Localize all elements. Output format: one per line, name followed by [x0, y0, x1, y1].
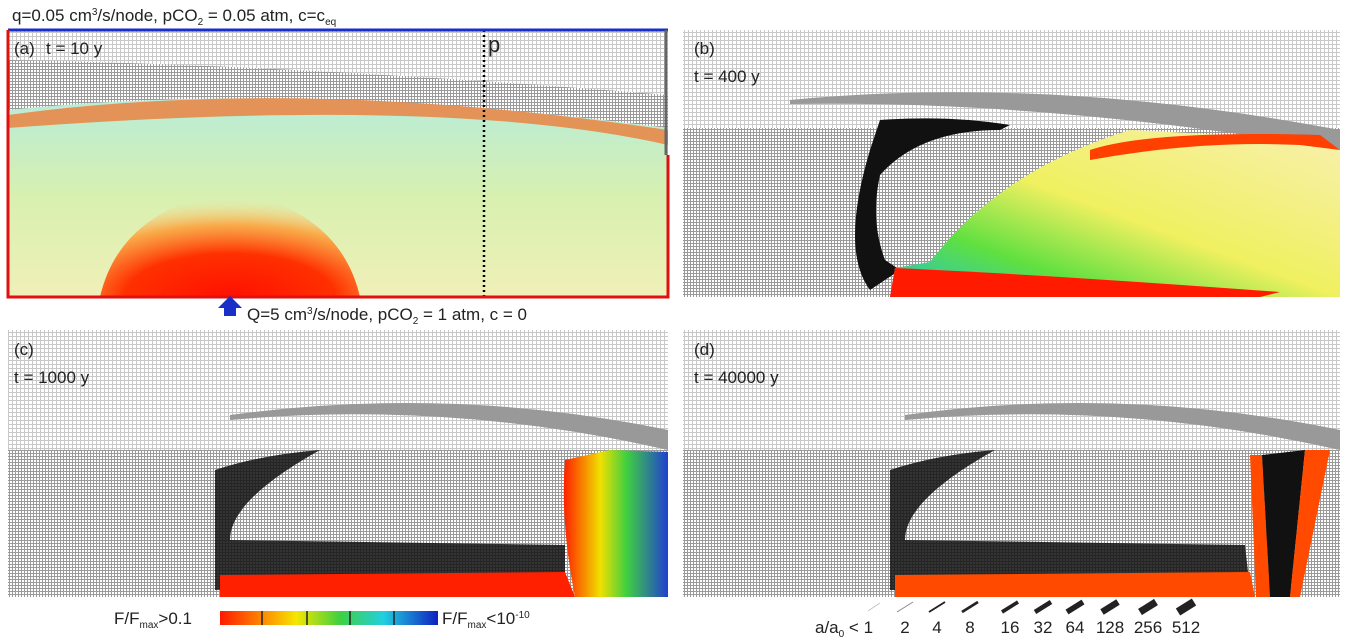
panel-a [6, 28, 670, 316]
aperture-label: 8 [965, 618, 974, 637]
panel-time: t = 400 y [694, 67, 760, 86]
aperture-swatch [867, 602, 881, 612]
aperture-swatch [961, 600, 979, 614]
panel-b [683, 30, 1340, 297]
panel-c [8, 330, 668, 597]
aperture-label: 256 [1134, 618, 1162, 637]
aperture-labels: 2 4 8 16 32 64 128 256 512 [896, 598, 1200, 637]
panel-label: (b) [694, 39, 715, 58]
panel-time: t = 40000 y [694, 368, 779, 387]
aperture-label: 32 [1034, 618, 1053, 637]
aperture-swatch [1175, 598, 1197, 616]
top-boundary: q=0.05 cm3/s/node, pCO2 = 0.05 atm, c=ce… [12, 6, 336, 28]
aperture-swatch [896, 601, 914, 613]
aperture-swatch [1100, 599, 1120, 615]
aperture-swatch [928, 601, 946, 613]
aperture-label: 4 [932, 618, 941, 637]
panel-label: (a) [14, 39, 35, 58]
panel-label: (c) [14, 340, 34, 359]
aperture-swatch [1065, 599, 1085, 615]
panel-time: t = 1000 y [14, 368, 90, 387]
aperture-label: 512 [1172, 618, 1200, 637]
bottom-boundary: Q=5 cm3/s/node, pCO2 = 1 atm, c = 0 [247, 305, 527, 327]
aperture-swatch [1001, 600, 1019, 614]
colorbar-high-label: F/Fmax>0.1 [114, 609, 192, 631]
aperture-label: 16 [1001, 618, 1020, 637]
panel-label: (d) [694, 340, 715, 359]
colorbar-low-label: F/Fmax<10-10 [442, 609, 530, 631]
panel-time: t = 10 y [46, 39, 103, 58]
colorbar [220, 611, 438, 625]
aperture-label: 128 [1096, 618, 1124, 637]
profile-marker: p [488, 32, 500, 57]
aperture-swatch [1138, 598, 1158, 616]
aperture-swatch [1033, 600, 1053, 614]
aperture-label: 2 [900, 618, 909, 637]
panel-d [683, 330, 1340, 597]
aperture-label: 64 [1066, 618, 1085, 637]
aperture-title: a/a0 < 1 [815, 618, 873, 638]
